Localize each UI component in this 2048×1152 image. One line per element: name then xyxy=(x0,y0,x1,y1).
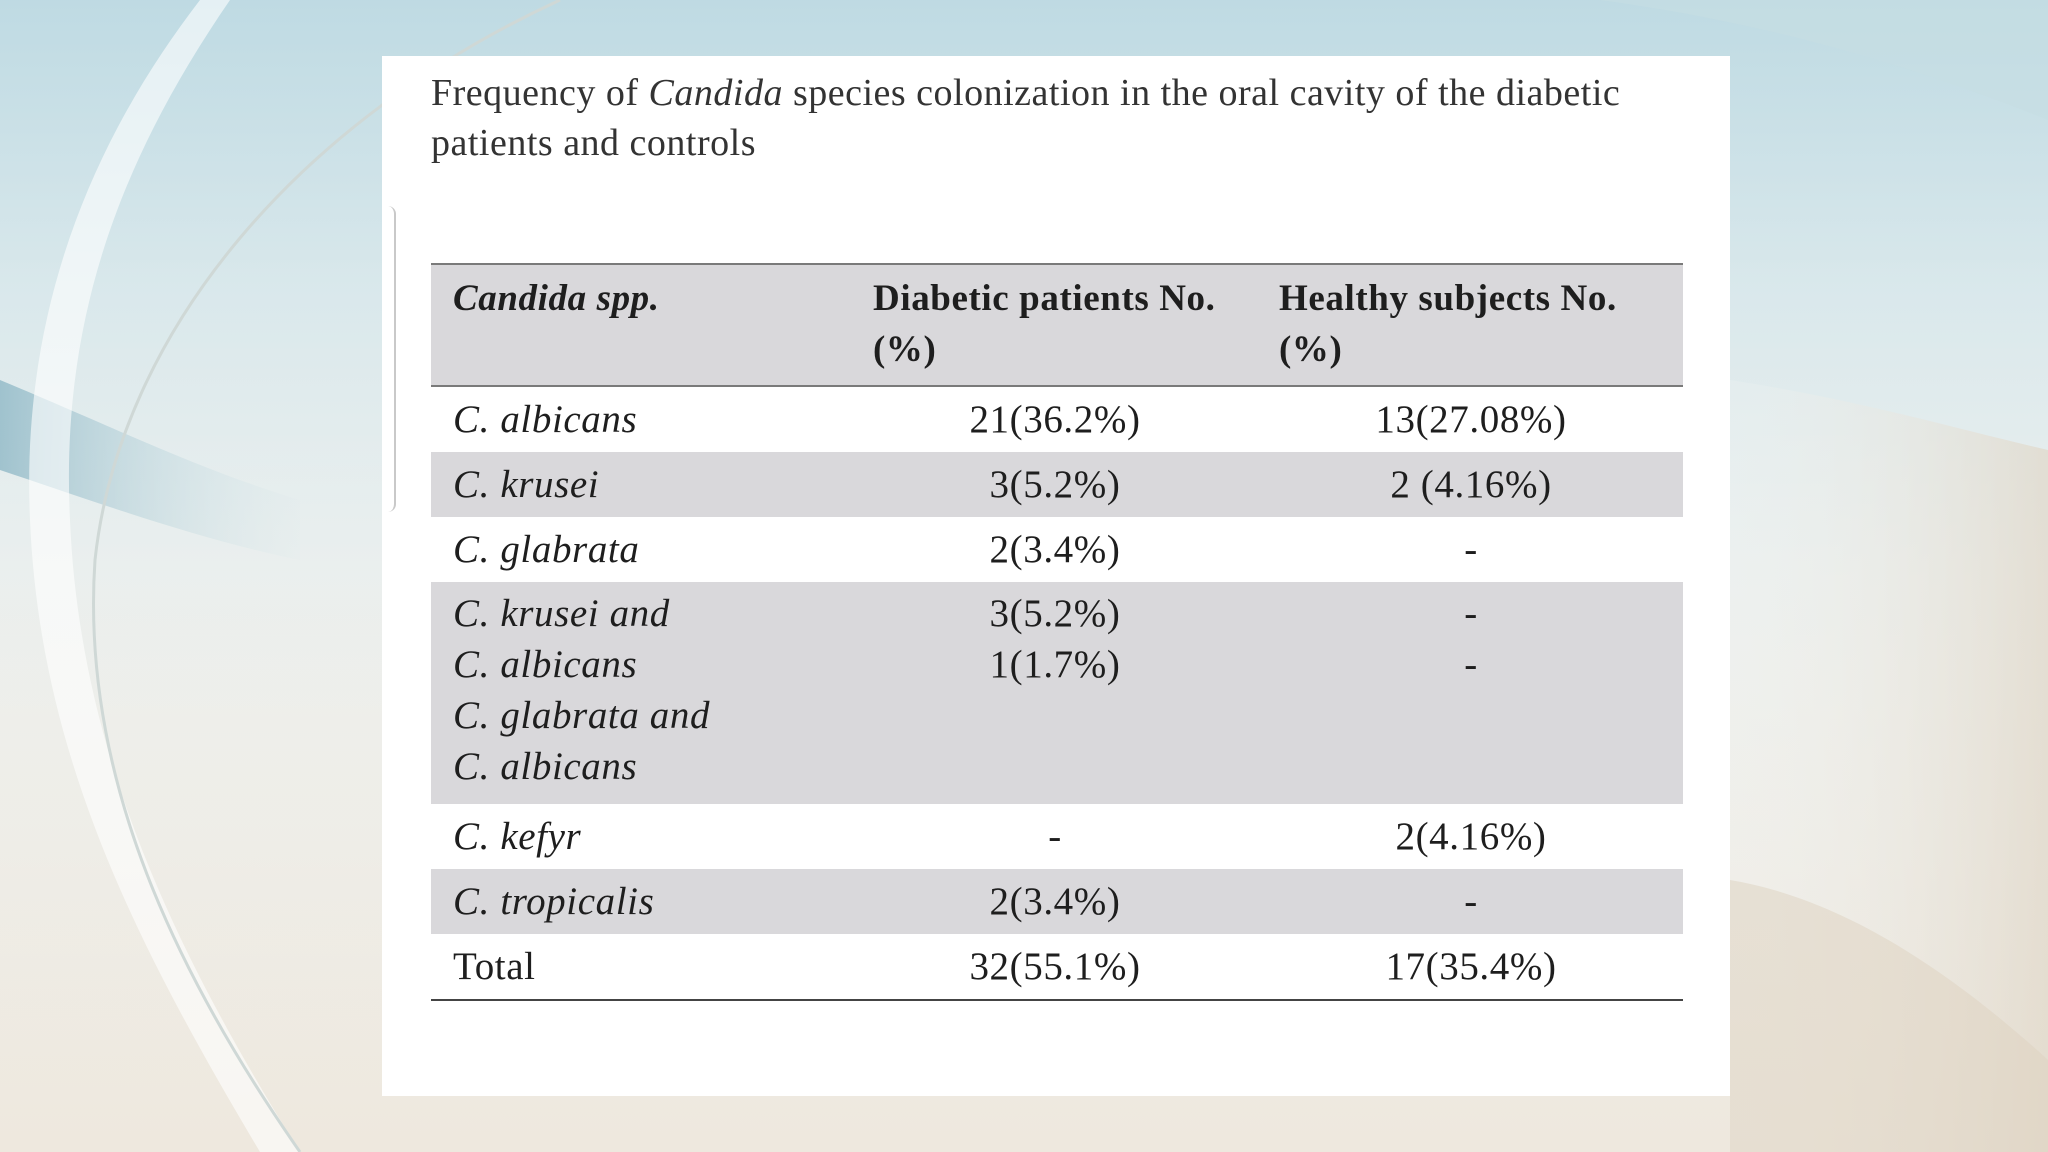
diabetic-cell: 3(5.2%) xyxy=(851,452,1257,517)
species-cell-line: C. glabrata xyxy=(453,528,640,571)
table-row: C. tropicalis 2(3.4%) - xyxy=(431,869,1683,934)
title-italic-genus: Candida xyxy=(648,72,783,114)
species-cell: C. albicans xyxy=(431,386,851,452)
species-cell-line: C. kefyr xyxy=(453,815,582,858)
species-cell: C. krusei and C. albicans C. glabrata and C… xyxy=(431,582,851,804)
total-healthy-cell: 17(35.4%) xyxy=(1385,945,1557,988)
healthy-cell-line: - xyxy=(1464,643,1478,686)
diabetic-cell-line: 2(3.4%) xyxy=(989,528,1121,571)
title-suffix: species colonization in the oral cavity … xyxy=(431,72,1621,164)
diabetic-cell-line: 2(3.4%) xyxy=(989,880,1121,923)
species-cell: C. tropicalis xyxy=(431,869,851,934)
species-cell-line: C. albicans xyxy=(453,745,638,788)
healthy-cell-line: - xyxy=(1464,880,1478,923)
healthy-cell-line: 13(27.08%) xyxy=(1375,398,1567,441)
healthy-cell: 13(27.08%) xyxy=(1257,386,1683,452)
healthy-cell: - xyxy=(1257,517,1683,582)
healthy-cell: 2 (4.16%) xyxy=(1257,452,1683,517)
species-cell: C. glabrata xyxy=(431,517,851,582)
table-row: C. kefyr - 2(4.16%) xyxy=(431,804,1683,869)
healthy-cell-line: - xyxy=(1464,592,1478,635)
healthy-cell-line: - xyxy=(1464,528,1478,571)
diabetic-cell: 2(3.4%) xyxy=(851,517,1257,582)
diabetic-cell-line: - xyxy=(1048,815,1062,858)
diabetic-cell-line: 21(36.2%) xyxy=(969,398,1141,441)
healthy-cell-line: 2 (4.16%) xyxy=(1390,463,1552,506)
table-row: C. krusei and C. albicans C. glabrata and C… xyxy=(431,582,1683,804)
species-cell-line: C. krusei and xyxy=(453,592,670,635)
candida-frequency-table: Candida spp. Diabetic patients No. (%) H… xyxy=(431,263,1683,1001)
healthy-cell: -- xyxy=(1257,582,1683,804)
species-cell-line: C. albicans xyxy=(453,643,638,686)
species-cell-line: C. krusei xyxy=(453,463,600,506)
diabetic-cell-line: 3(5.2%) xyxy=(989,463,1121,506)
diabetic-cell: 2(3.4%) xyxy=(851,869,1257,934)
diabetic-cell: 21(36.2%) xyxy=(851,386,1257,452)
slide-title: Frequency of Candida species colonizatio… xyxy=(431,68,1691,168)
slide-content-card xyxy=(382,56,1730,1096)
diabetic-cell: - xyxy=(851,804,1257,869)
header-diabetic-patients: Diabetic patients No. (%) xyxy=(873,278,1216,370)
title-prefix: Frequency of xyxy=(431,72,649,114)
species-cell-line: C. glabrata and xyxy=(453,694,711,737)
table-body: C. albicans 21(36.2%) 13(27.08%) C. krusei 3… xyxy=(431,386,1683,1000)
table-row: C. glabrata 2(3.4%) - xyxy=(431,517,1683,582)
header-healthy-subjects: Healthy subjects No.(%) xyxy=(1279,278,1617,370)
header-candida-spp: Candida spp. xyxy=(453,278,660,319)
diabetic-cell-line: 1(1.7%) xyxy=(989,643,1121,686)
total-diabetic-cell: 32(55.1%) xyxy=(969,945,1141,988)
table-row: C. krusei 3(5.2%) 2 (4.16%) xyxy=(431,452,1683,517)
species-cell: C. kefyr xyxy=(431,804,851,869)
species-cell-line: C. tropicalis xyxy=(453,880,655,923)
diabetic-cell-line: 3(5.2%) xyxy=(989,592,1121,635)
total-label-cell: Total xyxy=(453,945,536,988)
table-total-row: Total 32(55.1%) 17(35.4%) xyxy=(431,934,1683,1000)
healthy-cell: - xyxy=(1257,869,1683,934)
species-cell: C. krusei xyxy=(431,452,851,517)
table-row: C. albicans 21(36.2%) 13(27.08%) xyxy=(431,386,1683,452)
table-header-row: Candida spp. Diabetic patients No. (%) H… xyxy=(431,264,1683,386)
diabetic-cell: 3(5.2%) 1(1.7%) xyxy=(851,582,1257,804)
healthy-cell: 2(4.16%) xyxy=(1257,804,1683,869)
healthy-cell-line: 2(4.16%) xyxy=(1395,815,1547,858)
species-cell-line: C. albicans xyxy=(453,398,638,441)
side-bracket-decoration xyxy=(382,206,396,512)
